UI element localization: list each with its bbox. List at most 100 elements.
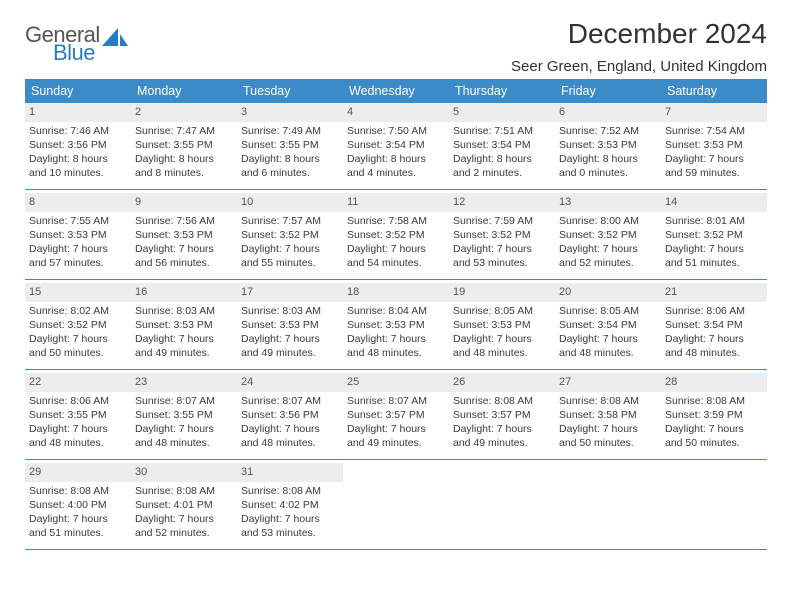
day-cell: 10Sunrise: 7:57 AMSunset: 3:52 PMDayligh… — [237, 193, 343, 279]
sunrise-line: Sunrise: 7:52 AM — [559, 124, 658, 138]
day-cell — [555, 463, 661, 549]
day-number: 12 — [449, 193, 555, 212]
week-row: 22 Sunrise: 8:06 AM Sunset: 3:55 PM Dayligh… — [25, 373, 767, 460]
sunrise-line: Sunrise: 8:08 AM — [29, 484, 128, 498]
sunrise-line: Sunrise: 7:46 AM — [29, 124, 128, 138]
daylight-line: Daylight: 7 hours and 49 minutes. — [135, 332, 234, 360]
weeks-container: 1Sunrise: 7:46 AMSunset: 3:56 PMDaylight… — [25, 103, 767, 550]
sunset-line: Sunset: 3:54 PM — [347, 138, 446, 152]
day-cell: 18Sunrise: 8:04 AMSunset: 3:53 PMDayligh… — [343, 283, 449, 369]
sunrise-line: Sunrise: 8:05 AM — [559, 304, 658, 318]
day-number: 7 — [661, 103, 767, 122]
day-cell: 25Sunrise: 8:07 AMSunset: 3:57 PMDayligh… — [343, 373, 449, 459]
daylight-line: Daylight: 7 hours and 52 minutes. — [135, 512, 234, 540]
day-cell: 21 Sunrise: 8:06 AMSunset: 3:54 PMDayligh… — [661, 283, 767, 369]
day-header-row: SundayMondayTuesdayWednesdayThursdayFrid… — [25, 79, 767, 103]
week-row: 1Sunrise: 7:46 AMSunset: 3:56 PMDaylight… — [25, 103, 767, 190]
sunset-line: Sunset: 3:53 PM — [135, 318, 234, 332]
sunrise-line: Sunrise: 7:47 AM — [135, 124, 234, 138]
sunrise-line: Sunrise: 8:06 AM — [29, 394, 128, 408]
daylight-line: Daylight: 7 hours and 52 minutes. — [559, 242, 658, 270]
day-number: 6 — [555, 103, 661, 122]
day-cell: 12Sunrise: 7:59 AMSunset: 3:52 PMDayligh… — [449, 193, 555, 279]
sunset-line: Sunset: 3:54 PM — [559, 318, 658, 332]
daylight-line: Daylight: 7 hours and 50 minutes. — [665, 422, 764, 450]
sunrise-line: Sunrise: 8:07 AM — [347, 394, 446, 408]
daylight-line: Daylight: 8 hours and 10 minutes. — [29, 152, 128, 180]
day-cell: 31Sunrise: 8:08 AMSunset: 4:02 PMDayligh… — [237, 463, 343, 549]
day-cell: 5 Sunrise: 7:51 AMSunset: 3:54 PMDaylight… — [449, 103, 555, 189]
day-number: 30 — [131, 463, 237, 482]
daylight-line: Daylight: 7 hours and 49 minutes. — [241, 332, 340, 360]
day-number: 1 — [25, 103, 131, 122]
week-row: 8Sunrise: 7:55 AMSunset: 3:53 PMDaylight… — [25, 193, 767, 280]
day-header: Monday — [131, 79, 237, 103]
day-number: 5 — [449, 103, 555, 122]
day-cell — [661, 463, 767, 549]
day-cell: 11Sunrise: 7:58 AMSunset: 3:52 PMDayligh… — [343, 193, 449, 279]
sunset-line: Sunset: 3:53 PM — [559, 138, 658, 152]
sunrise-line: Sunrise: 7:58 AM — [347, 214, 446, 228]
day-number: 22 — [25, 373, 131, 392]
day-cell: 7Sunrise: 7:54 AMSunset: 3:53 PMDaylight… — [661, 103, 767, 189]
daylight-line: Daylight: 7 hours and 48 minutes. — [241, 422, 340, 450]
sunrise-line: Sunrise: 8:01 AM — [665, 214, 764, 228]
daylight-line: Daylight: 7 hours and 59 minutes. — [665, 152, 764, 180]
sunset-line: Sunset: 3:54 PM — [453, 138, 552, 152]
day-number: 14 — [661, 193, 767, 212]
sunset-line: Sunset: 3:55 PM — [135, 138, 234, 152]
day-cell: 15Sunrise: 8:02 AMSunset: 3:52 PMDayligh… — [25, 283, 131, 369]
sunrise-line: Sunrise: 7:51 AM — [453, 124, 552, 138]
daylight-line: Daylight: 7 hours and 48 minutes. — [347, 332, 446, 360]
day-number: 29 — [25, 463, 131, 482]
sunrise-line: Sunrise: 8:06 AM — [665, 304, 764, 318]
sunrise-line: Sunrise: 8:05 AM — [453, 304, 552, 318]
day-number: 19 — [449, 283, 555, 302]
daylight-line: Daylight: 7 hours and 49 minutes. — [453, 422, 552, 450]
calendar-grid: SundayMondayTuesdayWednesdayThursdayFrid… — [25, 79, 767, 550]
daylight-line: Daylight: 7 hours and 50 minutes. — [29, 332, 128, 360]
sunset-line: Sunset: 3:55 PM — [135, 408, 234, 422]
day-cell: 22Sunrise: 8:06 AMSunset: 3:55 PMDayligh… — [25, 373, 131, 459]
daylight-line: Daylight: 7 hours and 48 minutes. — [453, 332, 552, 360]
daylight-line: Daylight: 8 hours and 0 minutes. — [559, 152, 658, 180]
day-header: Wednesday — [343, 79, 449, 103]
day-cell — [343, 463, 449, 549]
day-number: 13 — [555, 193, 661, 212]
day-cell: 20Sunrise: 8:05 AMSunset: 3:54 PMDayligh… — [555, 283, 661, 369]
week-row: 29Sunrise: 8:08 AMSunset: 4:00 PMDayligh… — [25, 463, 767, 550]
sunrise-line: Sunrise: 8:07 AM — [241, 394, 340, 408]
sunrise-line: Sunrise: 8:08 AM — [559, 394, 658, 408]
daylight-line: Daylight: 8 hours and 2 minutes. — [453, 152, 552, 180]
sunset-line: Sunset: 3:54 PM — [665, 318, 764, 332]
daylight-line: Daylight: 7 hours and 48 minutes. — [665, 332, 764, 360]
day-cell: 4Sunrise: 7:50 AMSunset: 3:54 PMDaylight… — [343, 103, 449, 189]
title-block: December 2024 Seer Green, England, Unite… — [511, 18, 767, 75]
day-header: Thursday — [449, 79, 555, 103]
page-header: General Blue December 2024 Seer Green, E… — [25, 18, 767, 75]
day-number: 27 — [555, 373, 661, 392]
sunset-line: Sunset: 3:56 PM — [241, 408, 340, 422]
sunset-line: Sunset: 3:52 PM — [665, 228, 764, 242]
day-cell: 6 Sunrise: 7:52 AMSunset: 3:53 PMDaylight… — [555, 103, 661, 189]
daylight-line: Daylight: 8 hours and 8 minutes. — [135, 152, 234, 180]
day-number: 16 — [131, 283, 237, 302]
day-cell: 30Sunrise: 8:08 AMSunset: 4:01 PMDayligh… — [131, 463, 237, 549]
sunset-line: Sunset: 3:55 PM — [241, 138, 340, 152]
day-number: 9 — [131, 193, 237, 212]
day-number: 18 — [343, 283, 449, 302]
day-cell: 3Sunrise: 7:49 AMSunset: 3:55 PMDaylight… — [237, 103, 343, 189]
week-row: 15Sunrise: 8:02 AMSunset: 3:52 PMDayligh… — [25, 283, 767, 370]
sunrise-line: Sunrise: 7:49 AM — [241, 124, 340, 138]
day-number: 10 — [237, 193, 343, 212]
location-subtitle: Seer Green, England, United Kingdom — [511, 58, 767, 75]
daylight-line: Daylight: 7 hours and 48 minutes. — [559, 332, 658, 360]
day-number: 21 — [661, 283, 767, 302]
sunset-line: Sunset: 4:01 PM — [135, 498, 234, 512]
daylight-line: Daylight: 7 hours and 51 minutes. — [665, 242, 764, 270]
sunrise-line: Sunrise: 8:00 AM — [559, 214, 658, 228]
day-header: Tuesday — [237, 79, 343, 103]
day-number: 26 — [449, 373, 555, 392]
day-number: 31 — [237, 463, 343, 482]
sunrise-line: Sunrise: 7:59 AM — [453, 214, 552, 228]
